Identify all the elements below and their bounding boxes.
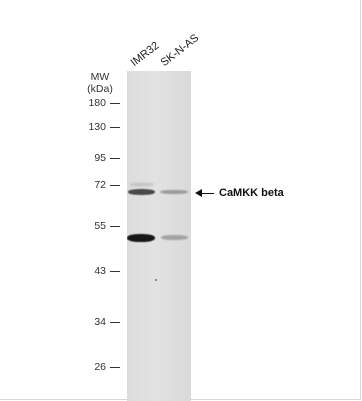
marker-43: 43 [94,265,106,277]
marker-tick-95 [110,158,120,159]
band-sk-n-as-lower [161,235,188,240]
marker-tick-180 [110,103,120,104]
marker-tick-43 [110,271,120,272]
marker-26: 26 [94,361,106,373]
marker-tick-130 [110,127,120,128]
arrow-shaft [200,193,214,194]
band-sk-n-as-camkk-beta [160,190,188,194]
band-imr32-camkk-beta [128,189,155,195]
lane-label-imr32: IMR32 [128,39,162,69]
marker-72: 72 [94,179,106,191]
mw-header: MW (kDa) [80,71,120,95]
marker-tick-72 [110,185,120,186]
marker-180: 180 [88,97,106,109]
mw-label: MW [90,71,110,83]
lane-label-sk-n-as: SK-N-AS [158,32,202,69]
marker-tick-26 [110,367,120,368]
band-imr32-lower [127,234,155,242]
marker-34: 34 [94,316,106,328]
arrow-icon [195,189,202,197]
band-imr32-faint [129,183,154,186]
blot-membrane [127,71,191,401]
marker-tick-34 [110,322,120,323]
marker-55: 55 [94,220,106,232]
speck [155,279,157,281]
marker-130: 130 [88,121,106,133]
kda-label: (kDa) [87,83,113,95]
target-label: CaMKK beta [219,187,284,199]
marker-95: 95 [94,152,106,164]
marker-tick-55 [110,226,120,227]
